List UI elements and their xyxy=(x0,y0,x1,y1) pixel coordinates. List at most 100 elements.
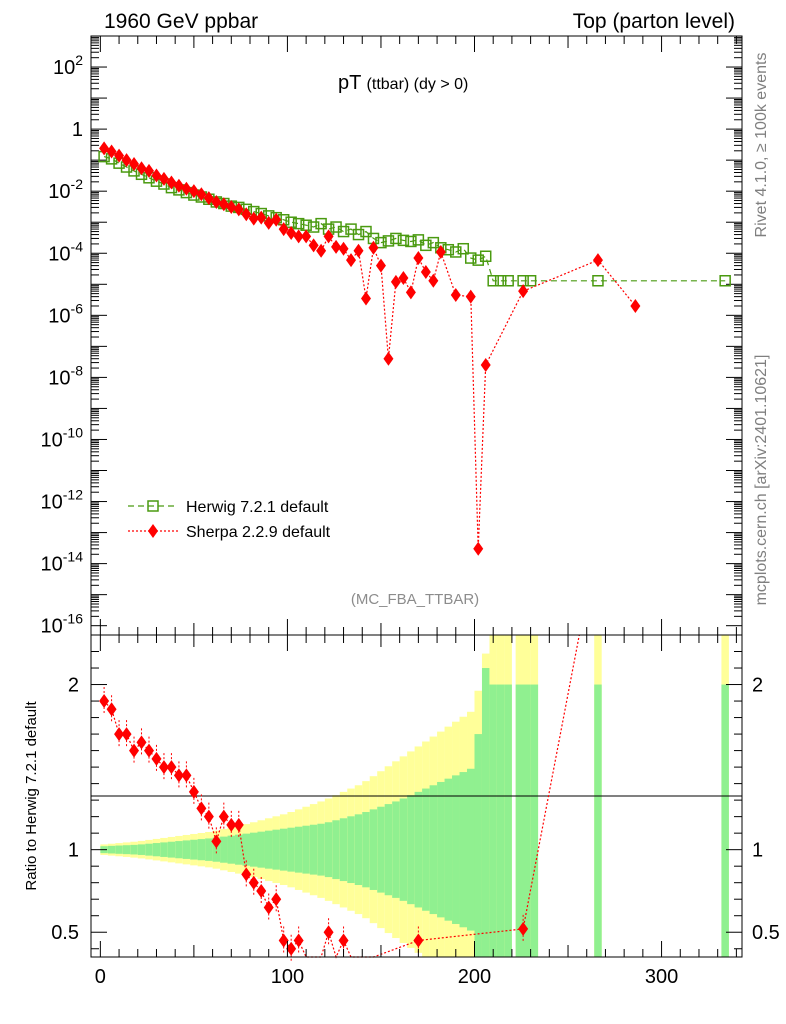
band-inner xyxy=(167,841,176,858)
herwig-point xyxy=(307,221,320,233)
herwig-point xyxy=(397,234,410,247)
sherpa-point xyxy=(323,229,334,244)
band-inner xyxy=(414,791,423,908)
ratio-point xyxy=(233,817,244,832)
ratio-point xyxy=(203,809,214,824)
sherpa-point xyxy=(158,171,169,186)
herwig-point xyxy=(405,235,417,248)
sherpa-point xyxy=(99,141,110,156)
herwig-point xyxy=(487,275,499,287)
band-inner xyxy=(137,844,146,855)
sherpa-point xyxy=(368,240,379,255)
band-inner xyxy=(407,795,415,905)
band-inner xyxy=(287,827,295,872)
ratio-point xyxy=(129,743,140,758)
band-inner xyxy=(444,778,453,921)
ratio-point xyxy=(263,900,274,915)
sherpa-point xyxy=(398,270,409,285)
herwig-point xyxy=(472,254,484,266)
band-inner xyxy=(354,814,363,886)
sherpa-point xyxy=(473,541,484,556)
sherpa-point xyxy=(316,243,327,258)
ratio-point xyxy=(338,933,349,948)
ratio-point xyxy=(181,768,192,783)
ratio-point xyxy=(99,694,110,709)
sherpa-point xyxy=(518,284,529,299)
ratio-axis-ticks: 0.5 0.5 1 1 2 2 0 100 200 300 xyxy=(51,635,780,988)
sherpa-point xyxy=(413,251,424,266)
sherpa-point xyxy=(188,184,199,199)
band-inner xyxy=(220,836,228,863)
y-tick-label: 10-12 xyxy=(41,487,84,514)
herwig-point xyxy=(719,275,731,287)
band-inner xyxy=(504,684,512,957)
sherpa-point xyxy=(375,258,386,273)
sherpa-point xyxy=(630,298,641,313)
band-inner xyxy=(496,684,505,957)
herwig-point xyxy=(494,275,507,287)
band-inner xyxy=(197,839,206,861)
herwig-point xyxy=(479,250,492,263)
band-inner xyxy=(459,772,468,928)
sherpa-point xyxy=(136,161,147,176)
band-inner xyxy=(467,768,475,931)
band-inner xyxy=(324,822,333,878)
sherpa-point xyxy=(196,187,207,202)
sherpa-point xyxy=(390,274,401,289)
sherpa-line xyxy=(103,147,636,549)
ratio-point xyxy=(226,817,237,832)
sherpa-point xyxy=(301,229,312,244)
ratio-point xyxy=(211,834,222,849)
band-inner xyxy=(452,775,460,924)
sherpa-point xyxy=(435,244,446,259)
main-panel-frame xyxy=(90,35,743,636)
band-inner xyxy=(332,820,340,880)
header-right: Top (parton level) xyxy=(573,10,735,33)
ratio-point xyxy=(106,702,117,717)
x-tick-label: 100 xyxy=(271,966,304,988)
band-inner xyxy=(392,801,400,898)
band-inner xyxy=(309,824,318,875)
y-tick-label: 102 xyxy=(53,52,83,79)
y-tick-label: 10-2 xyxy=(48,176,83,203)
sherpa-point xyxy=(256,210,267,225)
sherpa-point xyxy=(233,202,244,217)
sherpa-point xyxy=(263,215,274,230)
ratio-point xyxy=(151,751,162,766)
sherpa-point xyxy=(121,153,132,168)
sherpa-point xyxy=(293,229,304,244)
band-inner xyxy=(481,668,490,957)
y-tick-label: 10-10 xyxy=(41,424,84,451)
sherpa-point xyxy=(211,194,222,209)
herwig-point xyxy=(465,252,477,264)
legend: Herwig 7.2.1 default Sherpa 2.2.9 default xyxy=(128,499,331,541)
band-inner xyxy=(530,684,539,957)
header-left: 1960 GeV ppbar xyxy=(104,10,258,33)
band-inner xyxy=(115,845,123,854)
ratio-y-tick-label-right: 2 xyxy=(752,675,763,697)
herwig-point xyxy=(292,217,305,230)
band-inner xyxy=(235,834,243,865)
x-tick-label: 300 xyxy=(645,966,678,988)
ratio-point xyxy=(218,809,229,824)
sherpa-point xyxy=(338,241,349,256)
band-inner xyxy=(294,826,303,873)
main-panel: pT (ttbar) (dy > 0) 102 1 10-2 10-4 10-6 10-8… xyxy=(41,35,743,638)
sherpa-point xyxy=(143,163,154,178)
ratio-point xyxy=(248,875,259,890)
ratio-point xyxy=(166,760,177,775)
ratio-panel-frame xyxy=(90,634,743,958)
ratio-point xyxy=(278,933,289,948)
herwig-point xyxy=(450,246,462,258)
legend-label: Sherpa 2.2.9 default xyxy=(186,524,331,541)
plot-title-sub: (ttbar) (dy > 0) xyxy=(367,76,469,93)
sherpa-point xyxy=(248,211,259,226)
sherpa-point xyxy=(203,191,214,206)
sherpa-point xyxy=(383,351,394,366)
band-inner xyxy=(339,818,348,882)
sherpa-point xyxy=(271,212,282,227)
band-inner xyxy=(152,843,161,857)
sherpa-point xyxy=(226,199,237,214)
sherpa-point xyxy=(331,239,342,254)
band-inner xyxy=(227,835,236,864)
